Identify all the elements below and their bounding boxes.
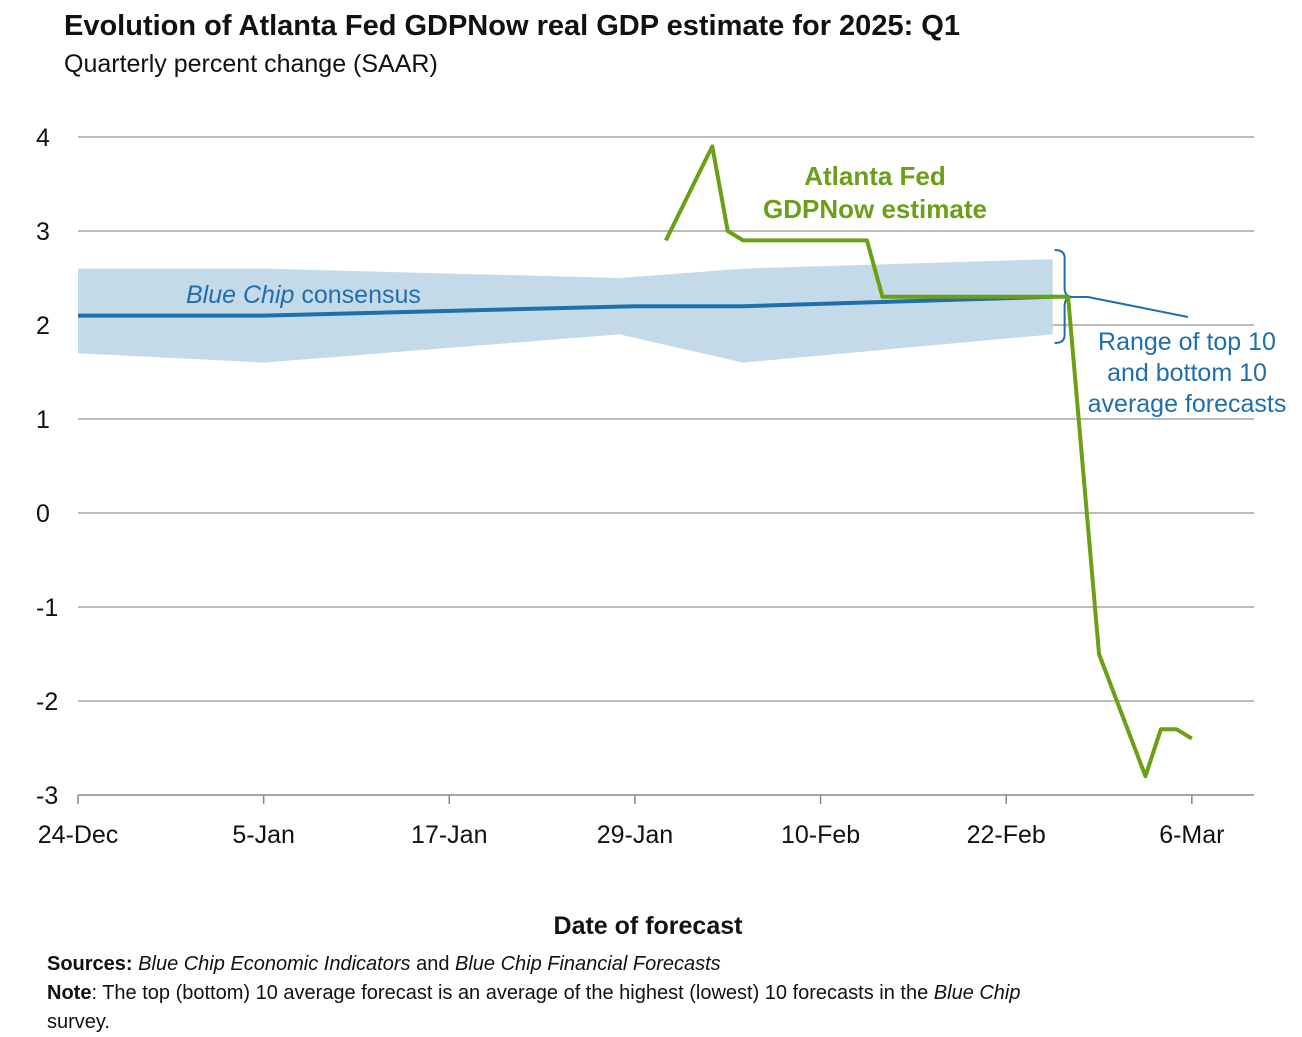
chart-subtitle: Quarterly percent change (SAAR) (64, 50, 438, 78)
gdpnow-line (664, 144, 1193, 779)
blue-chip-label-italic: Blue Chip (186, 281, 294, 309)
source-1: Blue Chip Economic Indicators (138, 953, 411, 975)
range-label: average forecasts (1088, 390, 1287, 418)
sources-and: and (410, 953, 455, 975)
x-axis-label: Date of forecast (553, 912, 743, 940)
x-tick-label: 10-Feb (781, 821, 860, 849)
gdpnow-label: Atlanta Fed (804, 161, 946, 191)
note-end: survey. (47, 1011, 110, 1033)
y-tick-label: 0 (36, 500, 50, 528)
range-label: Range of top 10 (1098, 328, 1276, 356)
y-tick-label: 2 (36, 312, 50, 340)
blue-chip-consensus-line (78, 294, 1053, 318)
y-tick-label: 3 (36, 218, 50, 246)
range-label: and bottom 10 (1107, 359, 1267, 387)
source-2: Blue Chip Financial Forecasts (455, 953, 721, 975)
x-tick-label: 29-Jan (597, 821, 673, 849)
x-tick-label: 17-Jan (411, 821, 487, 849)
range-leader-line (1072, 296, 1189, 318)
footnote: Note: The top (bottom) 10 average foreca… (47, 979, 1147, 1037)
gdpnow-label: GDPNow estimate (763, 194, 987, 224)
y-tick-label: -3 (36, 782, 58, 810)
x-tick-label: 5-Jan (232, 821, 295, 849)
note-text: : The top (bottom) 10 average forecast i… (91, 982, 934, 1004)
x-tick-label: 6-Mar (1159, 821, 1224, 849)
y-tick-label: -2 (36, 688, 58, 716)
y-tick-label: 4 (36, 124, 50, 152)
x-tick-label: 24-Dec (38, 821, 119, 849)
blue-chip-label-rest: consensus (294, 281, 420, 309)
forecast-range-band (78, 259, 1053, 363)
y-tick-label: 1 (36, 406, 50, 434)
note-label: Note (47, 982, 92, 1004)
note-italic: Blue Chip (933, 982, 1021, 1004)
sources-note: Sources: Blue Chip Economic Indicators a… (47, 950, 721, 979)
chart-title: Evolution of Atlanta Fed GDPNow real GDP… (64, 10, 960, 42)
blue-chip-label: Blue Chip consensus (186, 281, 421, 309)
x-tick-label: 22-Feb (967, 821, 1046, 849)
chart-plot: -3 -2 -1 0 1 2 3 4 24-Dec 5-Jan 17-Jan 29-Jan 10-Feb… (36, 124, 1287, 849)
sources-label: Sources: (47, 953, 133, 975)
y-tick-label: -1 (36, 594, 58, 622)
